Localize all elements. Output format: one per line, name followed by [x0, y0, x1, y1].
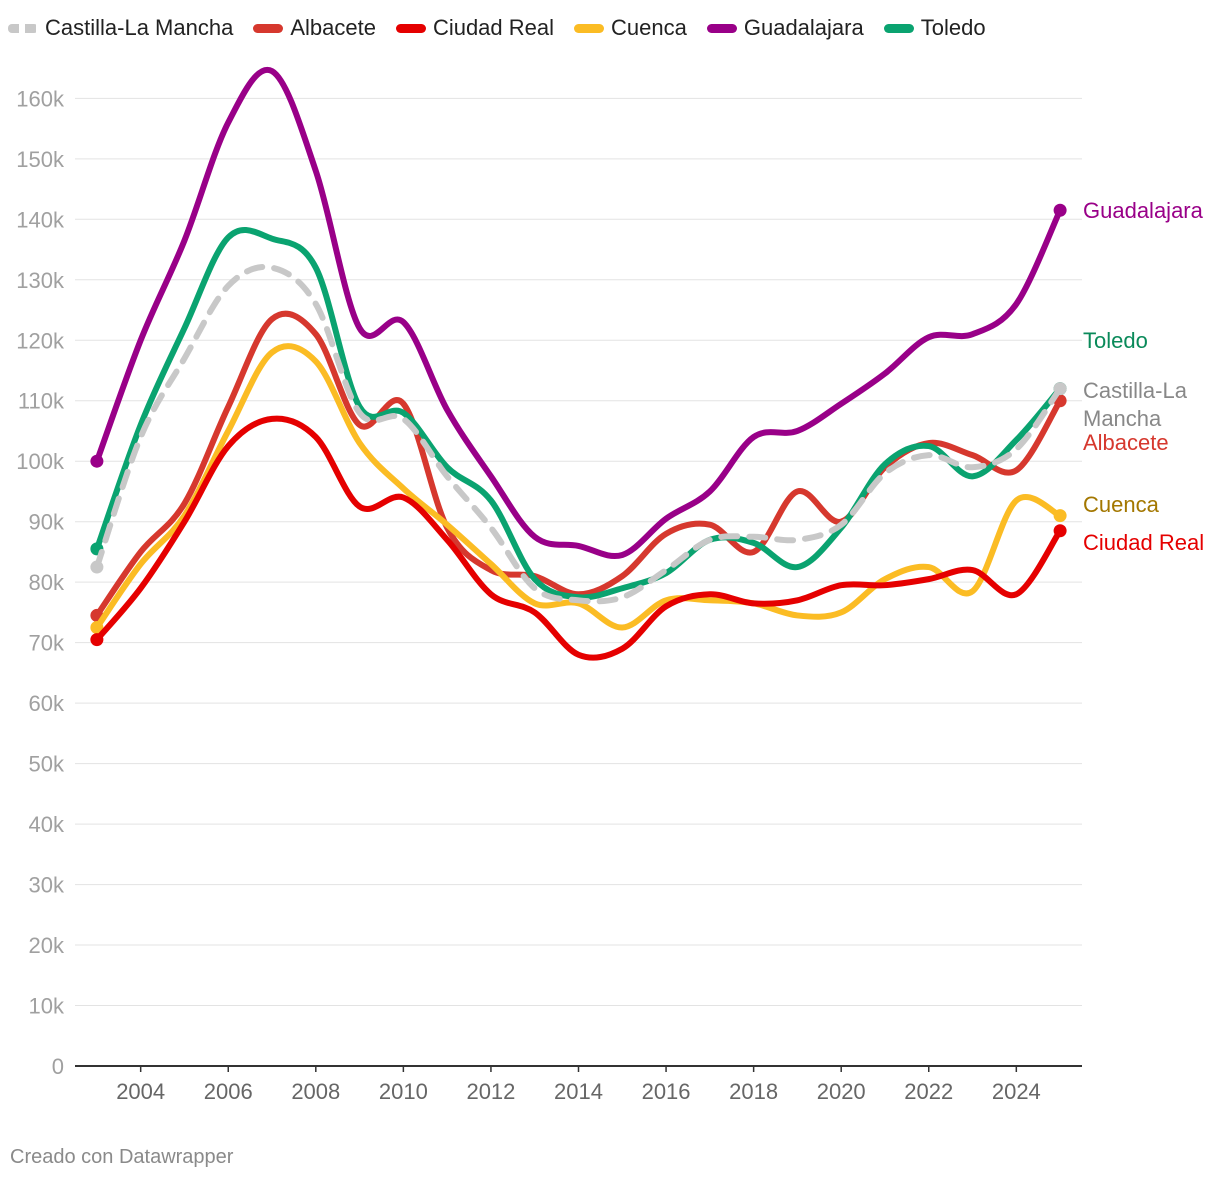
legend-item-guadalajara: Guadalajara: [706, 15, 864, 41]
end-label-line: Albacete: [1083, 430, 1169, 455]
legend-item-cuenca: Cuenca: [574, 15, 687, 41]
x-tick-label: 2018: [729, 1079, 778, 1104]
series-lines: [90, 66, 1067, 661]
x-tick-label: 2022: [904, 1079, 953, 1104]
x-tick-label: 2016: [642, 1079, 691, 1104]
end-label-line: Cuenca: [1083, 492, 1160, 517]
line-cuenca: [93, 343, 1064, 631]
series-castilla-la-mancha: [90, 263, 1067, 605]
legend-swatch: [706, 23, 737, 33]
legend-swatch: [574, 23, 605, 33]
y-tick-label: 140k: [16, 207, 65, 232]
y-tick-label: 30k: [29, 873, 65, 898]
line-toledo: [93, 226, 1064, 601]
y-tick-label: 110k: [18, 389, 65, 414]
end-label-guadalajara: Guadalajara: [1083, 198, 1204, 223]
x-tick-label: 2014: [554, 1079, 603, 1104]
end-label-line: Toledo: [1083, 328, 1148, 353]
y-tick-label: 90k: [29, 510, 65, 535]
y-tick-label: 40k: [29, 812, 65, 837]
x-tick-label: 2012: [466, 1079, 515, 1104]
start-dot: [90, 633, 104, 647]
series-ciudad-real: [90, 415, 1067, 661]
y-tick-label: 160k: [16, 86, 65, 111]
start-dot: [90, 560, 104, 574]
line-castilla-la-mancha: [93, 263, 1064, 605]
x-tick-label: 2008: [291, 1079, 340, 1104]
y-axis: 0 10k 20k 30k 40k 50k 60k 70k 80k 90k 100k 110k 120k…: [16, 86, 65, 1079]
legend-swatch: [883, 23, 914, 33]
end-label-albacete: Albacete: [1083, 430, 1169, 455]
legend-label: Guadalajara: [743, 15, 864, 40]
end-label-line: Mancha: [1083, 406, 1162, 431]
x-tick-label: 2004: [116, 1079, 165, 1104]
y-tick-label: 150k: [16, 147, 65, 172]
start-dot: [90, 454, 104, 468]
x-axis: 2004 2006 2008 2010 2012 2014 2016 2018 2020 2022…: [116, 1066, 1041, 1104]
end-label-line: Guadalajara: [1083, 198, 1204, 223]
end-label-castilla-la-mancha: Castilla-La Mancha: [1083, 378, 1188, 431]
end-dot: [1053, 509, 1067, 523]
legend-label: Castilla-La Mancha: [45, 15, 234, 40]
legend-item-toledo: Toledo: [883, 15, 986, 41]
x-tick-label: 2020: [817, 1079, 866, 1104]
y-tick-label: 70k: [29, 631, 65, 656]
legend-label: Ciudad Real: [432, 15, 555, 40]
footer-credit: Creado con Datawrapper: [10, 1146, 234, 1168]
legend-label: Cuenca: [611, 15, 687, 40]
legend-item-albacete: Albacete: [253, 15, 376, 41]
legend: Castilla-La Mancha Albacete Ciudad Real Cue…: [8, 12, 1006, 44]
y-tick-label: 120k: [16, 328, 65, 353]
end-label-line: Ciudad Real: [1083, 530, 1204, 555]
line-ciudad-real: [93, 415, 1064, 661]
start-dot: [90, 621, 104, 635]
legend-swatch: [253, 23, 284, 33]
end-dot: [1053, 203, 1067, 217]
y-tick-label: 10k: [29, 994, 65, 1019]
legend-item-castilla-la-mancha: Castilla-La Mancha: [8, 15, 233, 41]
end-label-cuenca: Cuenca: [1083, 492, 1160, 517]
y-tick-label: 130k: [16, 268, 65, 293]
legend-item-ciudad-real: Ciudad Real: [395, 15, 555, 41]
y-tick-label: 20k: [29, 933, 65, 958]
legend-swatch: [8, 23, 38, 33]
end-dot: [1053, 382, 1067, 396]
x-tick-label: 2006: [204, 1079, 253, 1104]
y-tick-label: 50k: [29, 752, 65, 777]
x-tick-label: 2024: [992, 1079, 1041, 1104]
y-tick-label: 80k: [29, 570, 65, 595]
series-guadalajara: [90, 66, 1067, 559]
legend-label: Albacete: [290, 15, 376, 40]
series-albacete: [90, 310, 1067, 622]
end-label-toledo: Toledo: [1083, 328, 1148, 353]
end-label-ciudad-real: Ciudad Real: [1083, 530, 1204, 555]
y-tick-label: 60k: [29, 691, 65, 716]
legend-swatch: [395, 23, 426, 33]
end-label-line: Castilla-La: [1083, 378, 1188, 403]
y-tick-label: 100k: [16, 449, 65, 474]
line-guadalajara: [93, 66, 1064, 559]
y-tick-label: 0: [52, 1054, 64, 1079]
legend-label: Toledo: [920, 15, 986, 40]
x-tick-label: 2010: [379, 1079, 428, 1104]
end-dot: [1053, 524, 1067, 538]
